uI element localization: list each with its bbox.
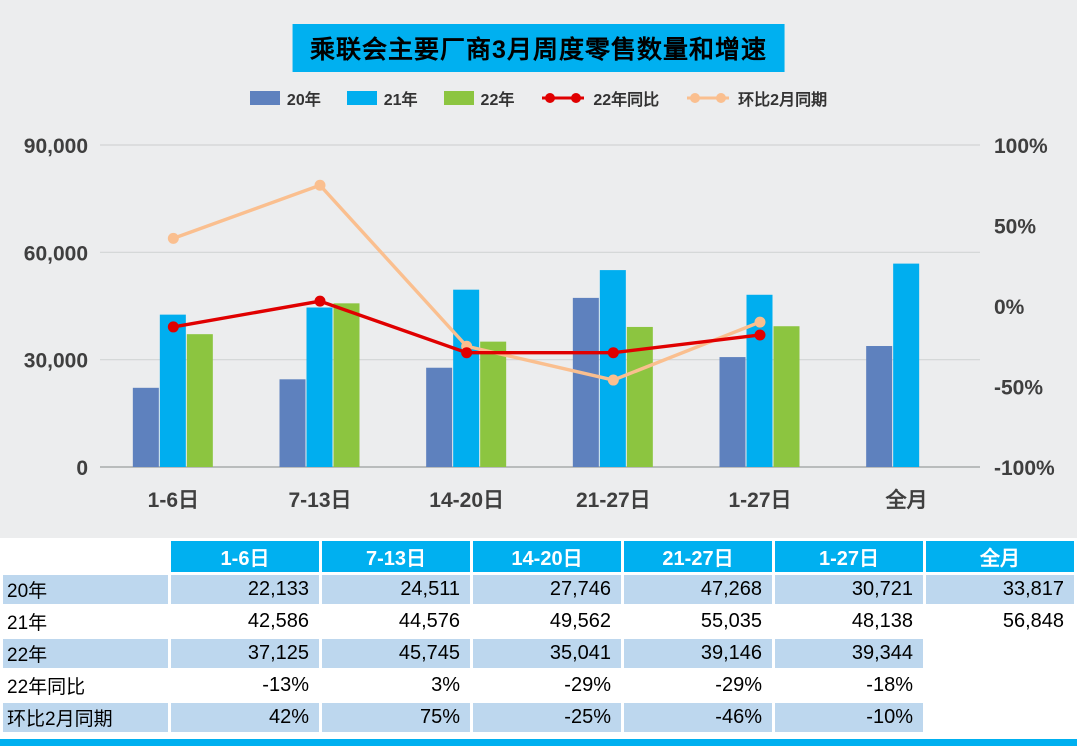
chart-title: 乘联会主要厂商3月周度零售数量和增速 xyxy=(292,24,785,72)
table-cell xyxy=(926,703,1074,732)
svg-text:60,000: 60,000 xyxy=(24,242,88,265)
svg-text:1-6日: 1-6日 xyxy=(148,489,199,512)
legend-label: 20年 xyxy=(286,92,321,109)
table-section: 1-6日 7-13日 14-20日 21-27日 1-27日 全月 20年 22,133 24,… xyxy=(0,538,1077,735)
table-row: 22年 37,125 45,745 35,041 39,146 39,344 xyxy=(3,639,1074,668)
legend-swatch xyxy=(443,91,474,105)
table-cell: 48,138 xyxy=(775,607,923,636)
legend-line-swatch xyxy=(542,93,585,103)
table-header-cell: 7-13日 xyxy=(322,541,470,572)
legend-item: 环比2月同期 xyxy=(685,86,827,110)
table-cell: 3% xyxy=(322,671,470,700)
svg-text:14-20日: 14-20日 xyxy=(429,489,504,512)
row-label: 20年 xyxy=(3,575,168,604)
table-cell xyxy=(926,671,1074,700)
svg-text:0%: 0% xyxy=(994,296,1025,319)
legend-item: 22年 xyxy=(443,86,515,110)
chart-legend: 20年 21年 22年 22年同比 环比2月同期 xyxy=(0,86,1077,110)
table-header-cell: 1-27日 xyxy=(775,541,923,572)
row-label: 22年同比 xyxy=(3,671,168,700)
table-row: 22年同比 -13% 3% -29% -29% -18% xyxy=(3,671,1074,700)
legend-label: 环比2月同期 xyxy=(738,92,828,109)
row-label: 21年 xyxy=(3,607,168,636)
table-cell: 33,817 xyxy=(926,575,1074,604)
table-cell: -13% xyxy=(171,671,319,700)
table-row: 21年 42,586 44,576 49,562 55,035 48,138 56,848 xyxy=(3,607,1074,636)
gridlines xyxy=(100,144,980,468)
svg-text:21-27日: 21-27日 xyxy=(576,489,651,512)
table-cell: 45,745 xyxy=(322,639,470,668)
table-cell: 39,344 xyxy=(775,639,923,668)
table-cell: -46% xyxy=(624,703,772,732)
svg-text:0: 0 xyxy=(76,457,88,480)
table-cell: 30,721 xyxy=(775,575,923,604)
bottom-strip xyxy=(0,739,1077,746)
table-cell: 27,746 xyxy=(473,575,621,604)
legend-swatch xyxy=(346,91,377,105)
legend-label: 22年同比 xyxy=(593,92,660,109)
category-axis-labels: 1-6日 7-13日 14-20日 21-27日 1-27日 全月 xyxy=(148,488,928,512)
table-cell xyxy=(926,639,1074,668)
table-cell: 56,848 xyxy=(926,607,1074,636)
chart-section: 乘联会主要厂商3月周度零售数量和增速 20年 21年 22年 22年同比 环比2月同期 … xyxy=(0,0,1077,538)
legend-item: 20年 xyxy=(249,86,321,110)
legend-line-swatch xyxy=(687,93,730,103)
table-cell: 49,562 xyxy=(473,607,621,636)
table-cell: 37,125 xyxy=(171,639,319,668)
table-cell: -29% xyxy=(624,671,772,700)
svg-text:7-13日: 7-13日 xyxy=(288,489,351,512)
table-cell: 55,035 xyxy=(624,607,772,636)
svg-text:1-27日: 1-27日 xyxy=(728,489,791,512)
table-cell: 42,586 xyxy=(171,607,319,636)
table-row: 20年 22,133 24,511 27,746 47,268 30,721 33,817 xyxy=(3,575,1074,604)
table-cell: 24,511 xyxy=(322,575,470,604)
svg-text:-100%: -100% xyxy=(994,457,1055,480)
chart-plot: 0 30,000 60,000 90,000 -100% -50% 0% 50% 100% 1-6… xyxy=(24,135,1055,512)
table-row: 环比2月同期 42% 75% -25% -46% -10% xyxy=(3,703,1074,732)
table-header-cell xyxy=(3,541,168,572)
legend-swatch xyxy=(249,91,280,105)
table-cell: 75% xyxy=(322,703,470,732)
legend-label: 21年 xyxy=(383,92,418,109)
table-header-row: 1-6日 7-13日 14-20日 21-27日 1-27日 全月 xyxy=(3,541,1074,572)
table-cell: 44,576 xyxy=(322,607,470,636)
row-label: 22年 xyxy=(3,639,168,668)
table-cell: -25% xyxy=(473,703,621,732)
bar-series xyxy=(132,263,920,467)
table-header-cell: 全月 xyxy=(926,541,1074,572)
table-cell: -29% xyxy=(473,671,621,700)
data-table: 1-6日 7-13日 14-20日 21-27日 1-27日 全月 20年 22,133 24,… xyxy=(0,538,1077,735)
table-cell: 39,146 xyxy=(624,639,772,668)
legend-label: 22年 xyxy=(480,92,515,109)
table-cell: 42% xyxy=(171,703,319,732)
svg-text:100%: 100% xyxy=(994,135,1048,158)
svg-text:30,000: 30,000 xyxy=(24,350,88,373)
table-header-cell: 14-20日 xyxy=(473,541,621,572)
right-axis-labels: -100% -50% 0% 50% 100% xyxy=(994,135,1055,480)
table-cell: 47,268 xyxy=(624,575,772,604)
legend-item: 22年同比 xyxy=(540,86,659,110)
table-cell: 22,133 xyxy=(171,575,319,604)
svg-text:90,000: 90,000 xyxy=(24,135,88,158)
table-cell: -10% xyxy=(775,703,923,732)
table-cell: -18% xyxy=(775,671,923,700)
table-header-cell: 1-6日 xyxy=(171,541,319,572)
svg-text:50%: 50% xyxy=(994,216,1036,239)
svg-text:全月: 全月 xyxy=(885,488,928,512)
row-label: 环比2月同期 xyxy=(3,703,168,732)
table-header-cell: 21-27日 xyxy=(624,541,772,572)
legend-item: 21年 xyxy=(346,86,418,110)
svg-text:-50%: -50% xyxy=(994,377,1043,400)
line-series xyxy=(167,179,766,386)
left-axis-labels: 0 30,000 60,000 90,000 xyxy=(24,135,88,480)
table-cell: 35,041 xyxy=(473,639,621,668)
